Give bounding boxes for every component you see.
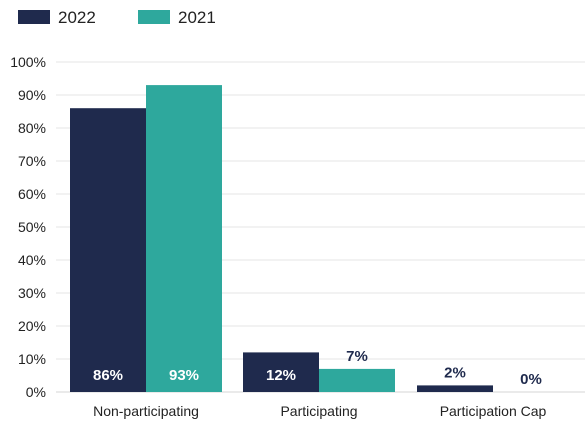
y-tick-label: 90% — [18, 87, 46, 103]
y-tick-label: 10% — [18, 351, 46, 367]
legend-swatch — [18, 10, 50, 24]
y-tick-label: 40% — [18, 252, 46, 268]
legend-label: 2021 — [178, 8, 216, 27]
bar-2021-1 — [319, 368, 395, 392]
bar-2021-0 — [146, 85, 222, 392]
data-label: 7% — [346, 348, 368, 365]
y-tick-label: 30% — [18, 285, 46, 301]
data-label: 12% — [266, 367, 296, 384]
y-tick-label: 0% — [26, 384, 46, 400]
x-tick-label: Participation Cap — [440, 403, 547, 419]
x-tick-label: Participating — [280, 403, 357, 419]
legend-label: 2022 — [58, 8, 96, 27]
data-label: 93% — [169, 367, 199, 384]
legend-swatch — [138, 10, 170, 24]
y-tick-label: 80% — [18, 120, 46, 136]
y-tick-label: 20% — [18, 318, 46, 334]
bar-2022-2 — [417, 385, 493, 392]
data-label: 0% — [520, 371, 542, 388]
bar-2022-1 — [243, 352, 319, 392]
data-label: 86% — [93, 367, 123, 384]
data-label: 2% — [444, 364, 466, 381]
bar-2022-0 — [70, 108, 146, 392]
y-tick-label: 60% — [18, 186, 46, 202]
y-tick-label: 70% — [18, 153, 46, 169]
y-tick-label: 50% — [18, 219, 46, 235]
x-tick-label: Non-participating — [93, 403, 199, 419]
y-tick-label: 100% — [10, 54, 46, 70]
